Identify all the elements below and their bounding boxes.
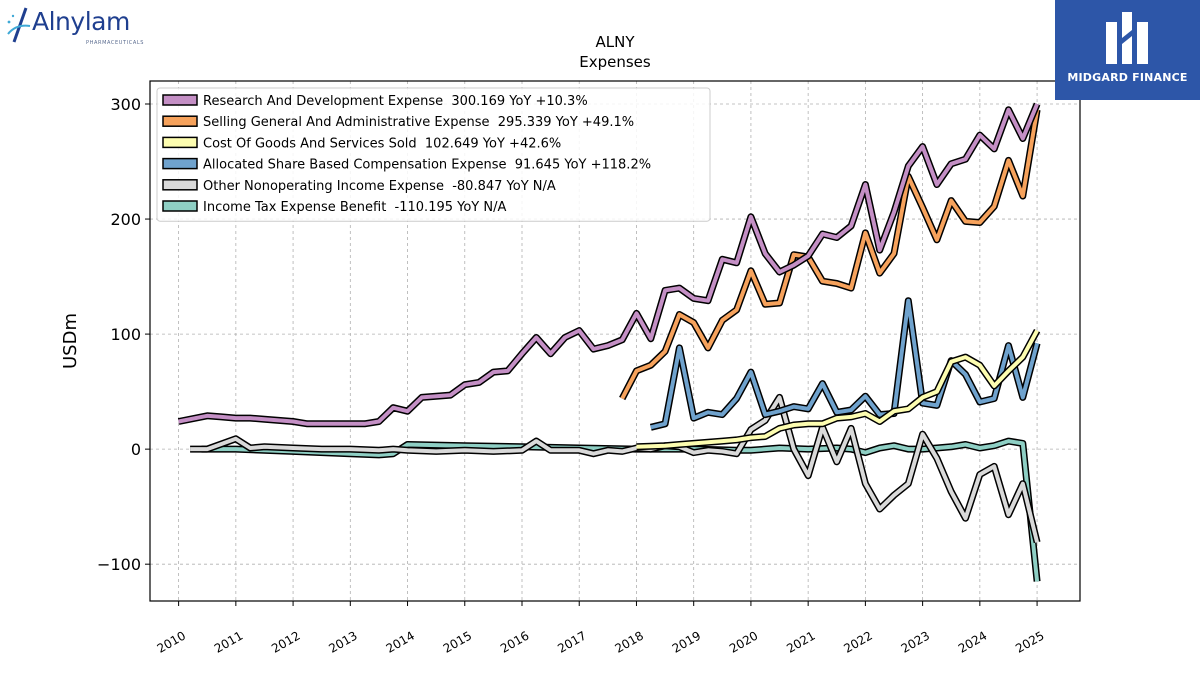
y-tick-label: 300 — [110, 95, 141, 114]
legend-label: Income Tax Expense Benefit -110.195 YoY … — [203, 200, 506, 215]
alnylam-wordmark: Alnylam — [32, 7, 130, 36]
x-tick-label: 2025 — [1013, 628, 1046, 655]
x-tick-label: 2023 — [899, 628, 932, 655]
y-tick-label: −100 — [97, 555, 141, 574]
series-line-2 — [636, 329, 1039, 449]
x-tick-label: 2021 — [784, 628, 817, 655]
series-outline-2 — [636, 328, 1041, 451]
series-line-3 — [650, 298, 1040, 430]
x-axis: 2010 2011 2012 2013 2014 2015 2016 2017 2018 2019… — [155, 601, 1047, 656]
x-tick-label: 2016 — [498, 628, 531, 655]
y-axis: −100 0 100 200 300 — [97, 95, 150, 574]
series-line-0 — [178, 103, 1039, 426]
series-outline-4 — [190, 393, 1041, 544]
x-tick-label: 2019 — [670, 628, 703, 655]
chart-subtitle: Expenses — [579, 53, 651, 71]
x-tick-label: 2010 — [155, 628, 188, 655]
alnylam-logo: Alnylam PHARMACEUTICALS — [4, 4, 174, 48]
legend-label: Other Nonoperating Income Expense -80.84… — [203, 179, 556, 194]
x-tick-label: 2018 — [613, 628, 646, 655]
legend-swatch — [162, 94, 198, 106]
midgard-mark-icon — [1106, 12, 1148, 64]
alnylam-mark-icon — [7, 7, 31, 43]
legend-swatch — [162, 200, 198, 212]
series-line-5 — [201, 439, 1040, 582]
legend-label: Selling General And Administrative Expen… — [203, 115, 634, 130]
legend-swatch — [162, 179, 198, 191]
y-axis-label: USDm — [60, 313, 81, 369]
legend-swatch — [162, 157, 198, 170]
midgard-wordmark: MIDGARD FINANCE — [1067, 71, 1188, 84]
chart-title: ALNY — [595, 33, 635, 51]
series-layer — [177, 102, 1041, 582]
legend-label: Allocated Share Based Compensation Expen… — [203, 158, 651, 173]
x-tick-label: 2013 — [326, 628, 359, 655]
y-tick-label: 0 — [131, 440, 141, 459]
x-tick-label: 2020 — [727, 628, 760, 655]
y-tick-label: 200 — [110, 210, 141, 229]
legend-label: Research And Development Expense 300.169… — [203, 94, 588, 109]
alnylam-subtitle: PHARMACEUTICALS — [86, 40, 145, 46]
x-tick-label: 2024 — [956, 628, 989, 655]
series-line-1 — [620, 109, 1040, 400]
x-tick-label: 2011 — [212, 628, 245, 655]
x-tick-label: 2022 — [841, 628, 874, 655]
y-tick-label: 100 — [110, 325, 141, 344]
legend-swatch — [162, 136, 198, 149]
legend: Research And Development Expense 300.169… — [156, 87, 711, 222]
x-tick-label: 2015 — [441, 628, 474, 655]
x-tick-label: 2014 — [384, 628, 417, 655]
series-line-4 — [190, 395, 1040, 543]
plot-frame — [149, 80, 1081, 602]
legend-label: Cost Of Goods And Services Sold 102.649 … — [203, 136, 561, 151]
legend-swatch — [162, 115, 198, 127]
midgard-finance-logo: MIDGARD FINANCE — [1055, 0, 1200, 100]
x-tick-label: 2017 — [555, 628, 588, 655]
legend-box — [156, 87, 711, 222]
x-tick-label: 2012 — [269, 628, 302, 655]
